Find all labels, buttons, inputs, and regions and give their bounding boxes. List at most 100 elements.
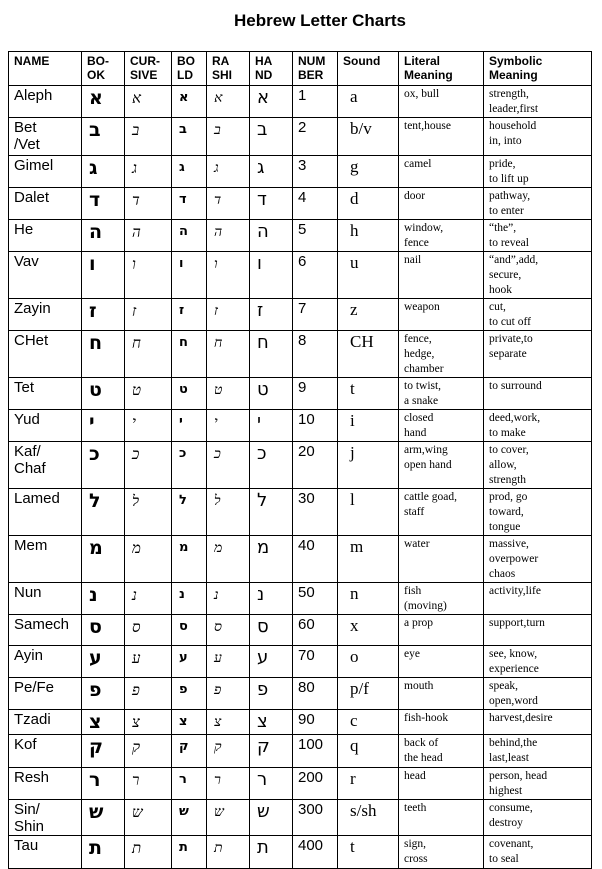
letter-bold-cell: ז: [171, 298, 207, 331]
number-cell: 3: [292, 155, 338, 188]
sound-cell: s/sh: [337, 799, 399, 836]
name-cell: Vav: [8, 251, 82, 299]
name-cell: Resh: [8, 767, 82, 800]
literal-meaning-cell: water: [398, 535, 484, 583]
letter-bold-cell: מ: [171, 535, 207, 583]
letter-rashi-cell: ב: [206, 117, 250, 156]
letter-cursive-cell: כ: [124, 441, 172, 489]
name-cell: Kaf/ Chaf: [8, 441, 82, 489]
letter-book-cell: פ: [81, 677, 125, 710]
letter-hand-cell: צ: [249, 709, 293, 735]
letter-rashi-cell: ע: [206, 645, 250, 678]
number-cell: 50: [292, 582, 338, 615]
letter-bold-cell: ט: [171, 377, 207, 410]
sound-cell: z: [337, 298, 399, 331]
literal-meaning-cell: closed hand: [398, 409, 484, 442]
letter-bold-cell: ת: [171, 835, 207, 869]
name-cell: Mem: [8, 535, 82, 583]
number-cell: 200: [292, 767, 338, 800]
letter-book-cell: י: [81, 409, 125, 442]
table-row: Samech ס ס ס ס ס 60 x a prop support,turn: [8, 614, 592, 646]
name-cell: Sin/ Shin: [8, 799, 82, 836]
letter-book-cell: ה: [81, 219, 125, 252]
letter-bold-cell: ע: [171, 645, 207, 678]
letter-rashi-cell: ת: [206, 835, 250, 869]
name-cell: Tzadi: [8, 709, 82, 735]
table-row: Ayin ע ע ע ע ע 70 o eye see, know, experience: [8, 645, 592, 678]
number-cell: 80: [292, 677, 338, 710]
letter-book-cell: ו: [81, 251, 125, 299]
symbolic-meaning-cell: “and”,add, secure, hook: [483, 251, 592, 299]
letter-hand-cell: ג: [249, 155, 293, 188]
table-row: CHet ח ח ח ח ח 8 CH fence, hedge, chamber private…: [8, 330, 592, 378]
number-cell: 2: [292, 117, 338, 156]
letter-book-cell: ל: [81, 488, 125, 536]
name-cell: Tau: [8, 835, 82, 869]
sound-cell: n: [337, 582, 399, 615]
letter-cursive-cell: א: [124, 85, 172, 118]
sound-cell: q: [337, 734, 399, 768]
letter-hand-cell: כ: [249, 441, 293, 489]
literal-meaning-cell: to twist, a snake: [398, 377, 484, 410]
sound-cell: u: [337, 251, 399, 299]
number-cell: 9: [292, 377, 338, 410]
literal-meaning-cell: fish (moving): [398, 582, 484, 615]
sound-cell: x: [337, 614, 399, 646]
letter-cursive-cell: פ: [124, 677, 172, 710]
letter-rashi-cell: ח: [206, 330, 250, 378]
table-row: Gimel ג ג ג ג ג 3 g camel pride, to lift up: [8, 155, 592, 188]
letter-cursive-cell: ק: [124, 734, 172, 768]
number-cell: 90: [292, 709, 338, 735]
letter-hand-cell: ת: [249, 835, 293, 869]
letter-bold-cell: ח: [171, 330, 207, 378]
letter-bold-cell: ה: [171, 219, 207, 252]
literal-meaning-cell: fish-hook: [398, 709, 484, 735]
table-row: Sin/ Shin ש ש ש ש ש 300 s/sh teeth consume, destr…: [8, 799, 592, 836]
letter-cursive-cell: ח: [124, 330, 172, 378]
symbolic-meaning-cell: activity,life: [483, 582, 592, 615]
letter-hand-cell: מ: [249, 535, 293, 583]
letter-hand-cell: ב: [249, 117, 293, 156]
letter-bold-cell: א: [171, 85, 207, 118]
letter-cursive-cell: ס: [124, 614, 172, 646]
symbolic-meaning-cell: support,turn: [483, 614, 592, 646]
letter-rashi-cell: ד: [206, 187, 250, 220]
symbolic-meaning-cell: household in, into: [483, 117, 592, 156]
letter-book-cell: ז: [81, 298, 125, 331]
symbolic-meaning-cell: covenant, to seal: [483, 835, 592, 869]
sound-cell: a: [337, 85, 399, 118]
letter-rashi-cell: מ: [206, 535, 250, 583]
letter-book-cell: צ: [81, 709, 125, 735]
name-cell: Lamed: [8, 488, 82, 536]
letter-book-cell: נ: [81, 582, 125, 615]
hebrew-letter-table: NAME BO- OK CUR- SIVE BO LD RA SHI HA ND NUM B…: [8, 51, 592, 869]
letter-bold-cell: ס: [171, 614, 207, 646]
letter-rashi-cell: פ: [206, 677, 250, 710]
literal-meaning-cell: mouth: [398, 677, 484, 710]
symbolic-meaning-cell: harvest,desire: [483, 709, 592, 735]
number-cell: 4: [292, 187, 338, 220]
number-cell: 400: [292, 835, 338, 869]
letter-hand-cell: ר: [249, 767, 293, 800]
sound-cell: r: [337, 767, 399, 800]
table-row: Tau ת ת ת ת ת 400 t sign, cross covenant, to seal: [8, 835, 592, 869]
column-header-bold: BO LD: [171, 51, 207, 86]
letter-book-cell: ב: [81, 117, 125, 156]
symbolic-meaning-cell: behind,the last,least: [483, 734, 592, 768]
letter-hand-cell: ק: [249, 734, 293, 768]
letter-book-cell: כ: [81, 441, 125, 489]
symbolic-meaning-cell: consume, destroy: [483, 799, 592, 836]
letter-bold-cell: ר: [171, 767, 207, 800]
sound-cell: i: [337, 409, 399, 442]
name-cell: Yud: [8, 409, 82, 442]
literal-meaning-cell: window, fence: [398, 219, 484, 252]
table-row: Resh ר ר ר ר ר 200 r head person, head highest: [8, 767, 592, 800]
letter-bold-cell: ו: [171, 251, 207, 299]
page-title: Hebrew Letter Charts: [234, 11, 406, 30]
letter-book-cell: ר: [81, 767, 125, 800]
letter-rashi-cell: י: [206, 409, 250, 442]
sound-cell: t: [337, 835, 399, 869]
letter-book-cell: ס: [81, 614, 125, 646]
letter-bold-cell: ג: [171, 155, 207, 188]
number-cell: 7: [292, 298, 338, 331]
